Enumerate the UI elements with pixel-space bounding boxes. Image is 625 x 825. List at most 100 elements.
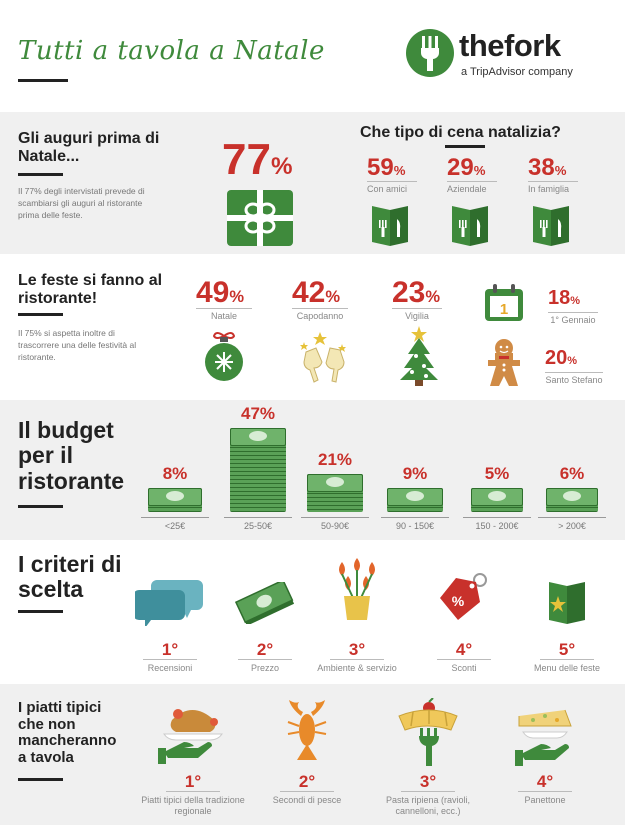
feste-label: Vigilia (405, 311, 429, 321)
pasta-fork-icon (398, 698, 458, 766)
feste-percentage: 42% (292, 278, 340, 308)
budget-percentage: 8% (162, 464, 188, 483)
feste-label: Natale (210, 311, 237, 321)
discount-tag-icon: % (440, 573, 487, 620)
cena-value: 29 (447, 154, 474, 181)
feste-unit: % (567, 355, 578, 367)
feste-label: Santo Stefano (545, 375, 603, 385)
banknote-oval (249, 431, 267, 441)
criteri-divider (238, 659, 292, 660)
feste-unit: % (570, 295, 581, 307)
auguri-heading: Gli auguri prima di Natale... (18, 130, 160, 165)
budget-label: 90 - 150€ (395, 521, 435, 531)
criteri-divider (143, 659, 197, 660)
piatti-label: Secondi di pesce (272, 795, 342, 805)
cena-label: Aziendale (447, 184, 487, 194)
criteri-label: Sconti (451, 663, 477, 673)
svg-text:1: 1 (500, 301, 508, 318)
criteri-rank: 3° (348, 640, 366, 659)
criteri-rank: 5° (558, 640, 576, 659)
criteri-divider (540, 659, 594, 660)
feste-percentage: 18% (548, 288, 580, 308)
auguri-value: 77 (222, 135, 271, 184)
criteri-divider (437, 659, 491, 660)
budget-axis-line (301, 517, 369, 518)
festive-menu-icon (549, 582, 585, 624)
budget-band (0, 400, 625, 540)
lobster-icon (287, 700, 327, 760)
budget-label: > 200€ (558, 521, 586, 531)
piatti-rank: 3° (419, 772, 437, 791)
piatti-heading: I piatti tipici che non mancheranno a ta… (18, 699, 117, 766)
budget-percentage: 9% (402, 464, 428, 483)
gift-icon (227, 190, 293, 246)
budget-label: 25-50€ (243, 521, 273, 531)
bauble-icon (205, 332, 243, 381)
piatti-divider (166, 791, 220, 792)
piatti-rank: 1° (184, 772, 202, 791)
criteri-label: Ambiente & servizio (317, 663, 397, 673)
criteri-rank: 2° (256, 640, 274, 659)
budget-label: <25€ (164, 521, 186, 531)
criteri-label: Prezzo (250, 663, 279, 673)
feste-heading: Le feste si fanno al ristorante! (18, 272, 163, 307)
auguri-percentage: 77% (222, 138, 292, 182)
piatti-rank: 4° (536, 772, 554, 791)
cena-value: 59 (367, 154, 394, 181)
feste-percentage: 49% (196, 278, 244, 308)
budget-heading: Il budget per il ristorante (18, 417, 125, 494)
feste-value: 18 (548, 287, 571, 309)
budget-percentage: 47% (240, 404, 276, 423)
banknote-oval (488, 491, 506, 501)
cena-unit: % (393, 163, 406, 178)
feste-unit: % (325, 288, 341, 306)
christmas-tree-icon (400, 326, 438, 386)
criteri-divider (330, 659, 384, 660)
cena-label: Con amici (367, 184, 408, 194)
banknote-stack (230, 428, 286, 512)
cena-unit: % (473, 163, 486, 178)
banknotes-icon (234, 582, 295, 624)
cena-percentage: 59% (367, 156, 405, 180)
fork-logo-icon (406, 29, 454, 77)
criteri-rank: 1° (161, 640, 179, 659)
piatti-divider (518, 791, 572, 792)
cena-percentage: 29% (447, 156, 485, 180)
piatti-heading-bar (18, 778, 63, 781)
auguri-band (0, 112, 625, 254)
feste-divider (548, 312, 598, 313)
feste-value: 23 (392, 276, 426, 309)
banknote-stack (546, 488, 598, 512)
budget-label: 50-90€ (320, 521, 350, 531)
budget-axis-line (463, 517, 531, 518)
feste-description: Il 75% si aspetta inoltre di trascorrere… (18, 328, 137, 362)
menu-card-icon (452, 206, 488, 246)
banknote-stack (148, 488, 202, 512)
menu-card-icon (533, 206, 569, 246)
criteri-rank: 4° (455, 640, 473, 659)
criteri-label: Recensioni (147, 663, 193, 673)
cena-value: 38 (528, 154, 555, 181)
banknote-stack (387, 488, 443, 512)
feste-percentage: 23% (392, 278, 440, 308)
criteri-label: Menu delle feste (533, 663, 601, 673)
flowers-vase-icon (339, 558, 375, 620)
banknote-oval (166, 491, 184, 501)
page-title: Tutti a tavola a Natale (18, 36, 325, 66)
piatti-label: Pasta ripiena (ravioli, cannelloni, ecc.… (385, 795, 471, 817)
calendar-icon: 1 (485, 284, 523, 321)
menu-card-icon (372, 206, 408, 246)
banknote-stack (307, 474, 363, 512)
cena-heading-bar (445, 145, 485, 148)
auguri-heading-bar (18, 173, 63, 176)
cena-heading: Che tipo di cena natalizia? (360, 124, 561, 141)
brand-tagline: a TripAdvisor company (461, 66, 573, 78)
feste-unit: % (229, 288, 245, 306)
feste-unit: % (425, 288, 441, 306)
feste-label: Capodanno (296, 311, 344, 321)
banknote-stack (471, 488, 523, 512)
budget-percentage: 5% (484, 464, 510, 483)
criteri-heading: I criteri di scelta (18, 551, 122, 603)
title-underline (18, 79, 68, 82)
